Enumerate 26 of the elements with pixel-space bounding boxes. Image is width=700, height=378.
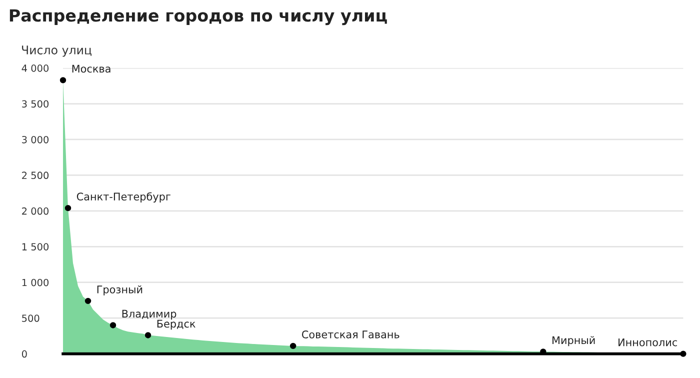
data-label: Советская Гавань [302, 330, 400, 338]
y-tick-label: 0 [22, 350, 27, 358]
data-label: Бердск [157, 320, 196, 330]
y-tick-label: 1 000 [22, 278, 49, 286]
data-label: Владимир [122, 310, 176, 320]
y-tick-label: 500 [22, 314, 40, 322]
point [680, 350, 686, 357]
y-tick-label: 2 000 [22, 207, 49, 215]
point [64, 204, 72, 212]
y-tick-label: 3 500 [22, 100, 49, 108]
data-label: Мирный [552, 336, 595, 346]
y-axis-title: Число улиц [22, 46, 92, 57]
y-tick-label: 2 500 [22, 172, 49, 180]
data-label: Грозный [97, 285, 142, 296]
y-tick-label: 4 000 [22, 64, 49, 72]
data-label: Москва [72, 64, 110, 73]
data-label: Иннополис [618, 338, 677, 346]
y-tick-label: 1 500 [22, 243, 49, 250]
chart-title: Распределение городов по числу улиц [10, 9, 387, 26]
data-label: Санкт-Петербург [76, 192, 170, 203]
point [60, 77, 66, 84]
point [110, 322, 116, 328]
point [290, 342, 296, 350]
point [84, 298, 92, 304]
y-tick-label: 3 000 [22, 136, 49, 144]
point [144, 332, 152, 338]
